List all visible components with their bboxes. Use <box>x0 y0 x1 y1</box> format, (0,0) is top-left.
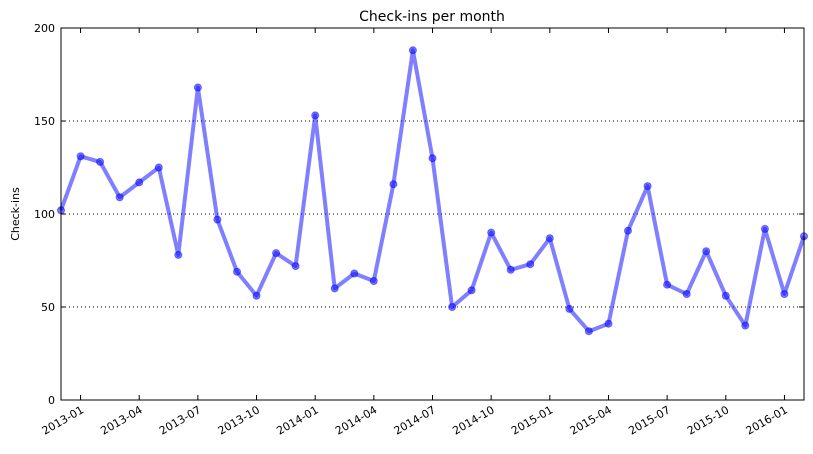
x-tick-label: 2015-01 <box>509 403 555 437</box>
data-point <box>330 284 339 293</box>
data-point <box>389 180 398 189</box>
data-point <box>584 327 593 336</box>
data-point <box>506 265 515 274</box>
x-tick-label: 2013-04 <box>98 403 144 437</box>
data-point <box>780 290 789 298</box>
y-tick-label: 200 <box>34 22 55 35</box>
data-point <box>643 182 652 191</box>
y-axis-label: Check-ins <box>9 187 22 241</box>
data-point <box>741 321 750 330</box>
data-point <box>526 260 535 269</box>
data-point <box>135 178 144 187</box>
y-tick-label: 50 <box>41 301 55 314</box>
x-tick-label: 2013-07 <box>157 403 203 437</box>
data-point <box>760 224 769 233</box>
data-point <box>115 193 124 202</box>
data-point <box>624 226 632 235</box>
data-point <box>682 290 691 298</box>
x-tick-label: 2015-10 <box>685 403 731 437</box>
data-point <box>408 46 417 55</box>
x-axis-ticks: 2013-01 2013-04 2013-07 2013-10 2014-01 2014-… <box>40 28 790 438</box>
data-point <box>487 228 496 237</box>
x-tick-label: 2014-04 <box>333 403 379 437</box>
data-point <box>702 247 711 256</box>
data-point <box>350 269 359 278</box>
data-point <box>174 250 183 259</box>
data-point <box>663 280 672 289</box>
data-point <box>428 154 437 163</box>
data-point <box>604 319 613 328</box>
data-point <box>545 234 554 243</box>
data-point <box>76 152 85 161</box>
data-point <box>448 303 457 311</box>
data-point <box>154 163 163 172</box>
x-tick-label: 2015-04 <box>568 403 614 437</box>
data-point <box>233 267 241 276</box>
y-axis-ticks: 0 50 100 150 200 <box>34 22 804 407</box>
data-point <box>252 291 261 300</box>
data-point <box>96 157 105 166</box>
data-point <box>193 83 202 92</box>
x-tick-label: 2013-10 <box>216 403 262 437</box>
data-point <box>721 291 730 300</box>
data-point <box>311 111 320 120</box>
data-point <box>213 215 222 224</box>
x-tick-label: 2014-07 <box>392 403 438 437</box>
series-line <box>59 48 806 334</box>
y-tick-label: 100 <box>34 208 55 221</box>
data-point <box>369 277 378 285</box>
y-tick-label: 0 <box>48 394 55 407</box>
x-tick-label: 2013-01 <box>40 403 86 437</box>
x-tick-label: 2015-07 <box>626 403 672 437</box>
y-tick-label: 150 <box>34 115 55 128</box>
plot-area-frame <box>60 27 805 401</box>
series-check-ins <box>57 46 808 336</box>
data-point <box>467 286 476 295</box>
data-point <box>272 249 281 258</box>
x-tick-label: 2014-01 <box>274 403 320 437</box>
x-tick-label: 2014-10 <box>450 403 496 437</box>
data-point <box>565 304 574 313</box>
chart-title: Check-ins per month <box>359 9 505 25</box>
data-point <box>291 262 300 271</box>
x-tick-label: 2016-01 <box>744 403 790 437</box>
